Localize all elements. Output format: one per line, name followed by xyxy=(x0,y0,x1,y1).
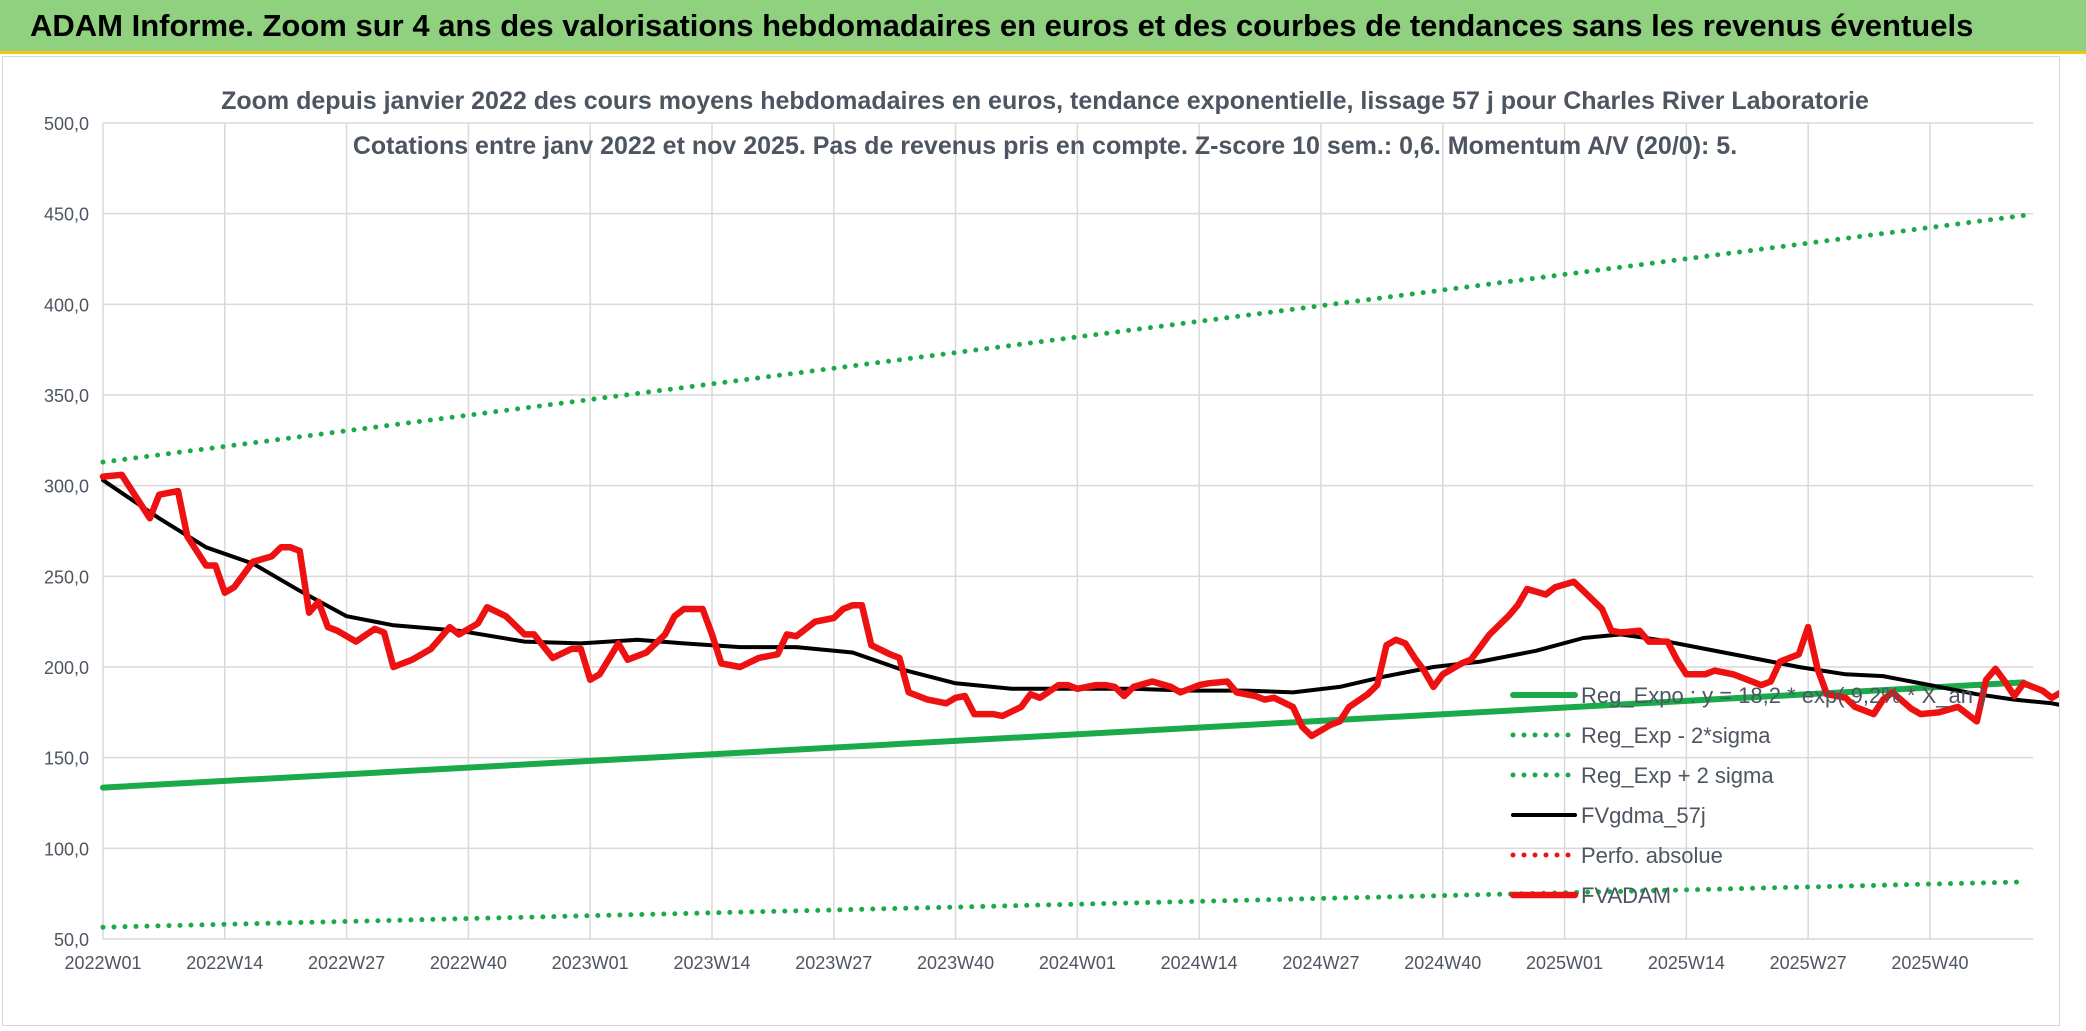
y-tick-label: 400,0 xyxy=(44,295,89,315)
y-tick-label: 100,0 xyxy=(44,839,89,859)
report-banner: ADAM Informe. Zoom sur 4 ans des valoris… xyxy=(0,0,2086,54)
x-tick-label: 2022W01 xyxy=(64,953,141,973)
x-tick-label: 2025W01 xyxy=(1526,953,1603,973)
y-tick-label: 150,0 xyxy=(44,749,89,769)
y-tick-label: 200,0 xyxy=(44,658,89,678)
x-tick-label: 2022W40 xyxy=(430,953,507,973)
y-tick-label: 350,0 xyxy=(44,386,89,406)
series-lines xyxy=(99,213,2059,930)
x-tick-label: 2023W14 xyxy=(673,953,750,973)
y-tick-label: 300,0 xyxy=(44,477,89,497)
x-tick-label: 2024W40 xyxy=(1404,953,1481,973)
legend-label: FVADAM xyxy=(1581,883,1671,908)
series-line xyxy=(101,478,2059,707)
chart-title: Zoom depuis janvier 2022 des cours moyen… xyxy=(221,87,1869,115)
series-line xyxy=(99,471,2059,740)
x-tick-label: 2023W01 xyxy=(552,953,629,973)
legend-label: Reg_Exp + 2 sigma xyxy=(1581,763,1774,788)
axis-labels: 50,0 100,0 150,0 200,0 250,0 300,0 350,0 400,0 4… xyxy=(44,114,1969,973)
x-tick-label: 2025W27 xyxy=(1770,953,1847,973)
x-tick-label: 2023W27 xyxy=(795,953,872,973)
legend-label: FVgdma_57j xyxy=(1581,803,1706,828)
x-tick-label: 2022W14 xyxy=(186,953,263,973)
y-tick-label: 500,0 xyxy=(44,114,89,134)
series-line xyxy=(100,879,2027,930)
x-tick-label: 2024W14 xyxy=(1161,953,1238,973)
x-tick-label: 2025W40 xyxy=(1891,953,1968,973)
legend-label: Perfo. absolue xyxy=(1581,843,1723,868)
x-tick-label: 2022W27 xyxy=(308,953,385,973)
chart-subtitle: Cotations entre janv 2022 et nov 2025. P… xyxy=(353,132,1737,160)
legend: Reg_Expo : y = 18,2 * exp( 9,2% * X_an )… xyxy=(1509,683,1986,908)
grid-lines xyxy=(102,122,2033,940)
y-tick-label: 250,0 xyxy=(44,567,89,587)
x-tick-label: 2023W40 xyxy=(917,953,994,973)
x-tick-label: 2025W14 xyxy=(1648,953,1725,973)
x-tick-label: 2024W27 xyxy=(1282,953,1359,973)
legend-label: Reg_Expo : y = 18,2 * exp( 9,2% * X_an ) xyxy=(1581,683,1986,708)
x-tick-label: 2024W01 xyxy=(1039,953,1116,973)
series-line xyxy=(100,679,2027,791)
chart-area: 50,0 100,0 150,0 200,0 250,0 300,0 350,0 400,0 4… xyxy=(2,56,2060,1026)
report-title: ADAM Informe. Zoom sur 4 ans des valoris… xyxy=(30,8,1974,43)
legend-label: Reg_Exp - 2*sigma xyxy=(1581,723,1771,748)
y-tick-label: 450,0 xyxy=(44,205,89,225)
price-trend-chart: 50,0 100,0 150,0 200,0 250,0 300,0 350,0 400,0 4… xyxy=(44,87,2059,973)
y-tick-label: 50,0 xyxy=(54,930,89,950)
series-line xyxy=(100,213,2027,465)
